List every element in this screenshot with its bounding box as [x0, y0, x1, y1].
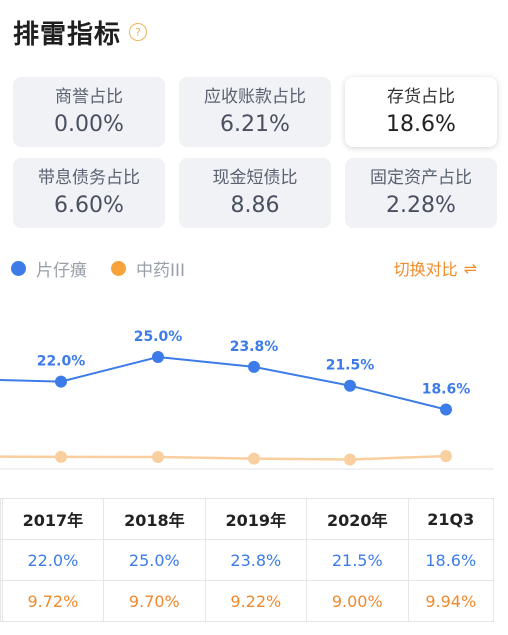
series-line-0 [0, 355, 447, 411]
data-point[interactable] [55, 375, 67, 388]
table-cell: 9.70% [103, 580, 206, 622]
metric-card-interest-debt[interactable]: 带息债务占比 6.60% [13, 158, 165, 228]
table-header-cell: 2020年 [306, 498, 409, 540]
metric-value: 8.86 [230, 193, 280, 218]
metric-card-fixed-assets[interactable]: 固定资产占比 2.28% [345, 158, 497, 228]
data-point[interactable] [55, 450, 67, 463]
table-cell: 25.0% [103, 539, 206, 581]
data-point[interactable] [344, 453, 356, 466]
metric-card-receivables[interactable]: 应收账款占比 6.21% [179, 77, 331, 147]
legend-label: 中药III [136, 260, 186, 281]
table-cell: 18.6% [407, 539, 495, 581]
metric-card-cash-short-debt[interactable]: 现金短债比 8.86 [179, 158, 331, 228]
metric-label: 带息债务占比 [38, 168, 140, 188]
series-line-1 [0, 454, 447, 461]
chart-legend: 片仔癀 中药III 切换对比 ⇌ [11, 256, 497, 281]
switch-compare-label: 切换对比 [393, 260, 458, 279]
data-point[interactable] [248, 452, 260, 465]
table-cell: 9.72% [1, 580, 105, 622]
data-point[interactable] [152, 451, 164, 463]
legend-item-industry[interactable]: 中药III [111, 256, 185, 281]
metric-cards: 商誉占比 0.00% 应收账款占比 6.21% 存货占比 18.6% 带息债务占… [13, 77, 497, 228]
page-header: 排雷指标 ? [13, 12, 148, 52]
table-header-cell: 21Q3 [407, 498, 495, 540]
table-header-cell: 2019年 [204, 498, 308, 540]
table-cell: 9.00% [306, 580, 409, 622]
table-header-row: 2017年 2018年 2019年 2020年 21Q3 [0, 498, 495, 540]
metric-value: 0.00% [54, 112, 124, 137]
data-label: 23.8% [230, 339, 279, 355]
table-cell: 22.0% [1, 539, 105, 581]
data-point[interactable] [440, 450, 452, 463]
table-cell: 23.8% [204, 539, 308, 581]
data-point[interactable] [248, 360, 260, 373]
legend-dot [111, 260, 126, 276]
page-title: 排雷指标 [13, 19, 122, 50]
data-label: 25.0% [134, 329, 183, 345]
metric-card-goodwill[interactable]: 商誉占比 0.00% [13, 77, 165, 147]
metric-label: 应收账款占比 [204, 87, 306, 107]
metric-label: 商誉占比 [55, 87, 123, 107]
data-label: 22.0% [37, 354, 86, 370]
metric-value: 6.60% [54, 193, 124, 218]
data-label: 21.5% [326, 358, 375, 374]
data-point[interactable] [440, 403, 452, 416]
metric-card-inventory[interactable]: 存货占比 18.6% [345, 77, 497, 147]
metric-value: 6.21% [220, 112, 290, 137]
metric-label: 现金短债比 [212, 168, 298, 188]
table-cell: 9.22% [204, 580, 308, 622]
data-point[interactable] [152, 351, 164, 363]
table-cell: 21.5% [306, 539, 409, 581]
switch-compare-button[interactable]: 切换对比 ⇌ [394, 256, 477, 280]
table-header-cell: 2017年 [1, 498, 105, 540]
data-point[interactable] [344, 379, 356, 392]
table-row: 22.0% 25.0% 23.8% 21.5% 18.6% [0, 539, 495, 581]
metric-value: 2.28% [386, 193, 456, 218]
metric-value: 18.6% [386, 112, 456, 137]
legend-item-company[interactable]: 片仔癀 [11, 256, 87, 281]
question-circle-icon[interactable]: ? [129, 23, 148, 41]
table-cell: 9.94% [407, 580, 495, 622]
trend-chart: 22.0% 25.0% 23.8% 21.5% 18.6% [0, 329, 494, 470]
legend-label: 片仔癀 [36, 260, 87, 281]
legend-dot [11, 260, 26, 276]
data-table: 2017年 2018年 2019年 2020年 21Q3 22.0% 25.0%… [0, 498, 495, 622]
table-row: 9.72% 9.70% 9.22% 9.00% 9.94% [0, 580, 495, 622]
data-label: 18.6% [422, 381, 471, 397]
metric-label: 存货占比 [387, 87, 455, 107]
table-header-cell: 2018年 [103, 498, 206, 540]
compare-icon: ⇌ [463, 258, 477, 278]
metric-label: 固定资产占比 [370, 168, 472, 188]
